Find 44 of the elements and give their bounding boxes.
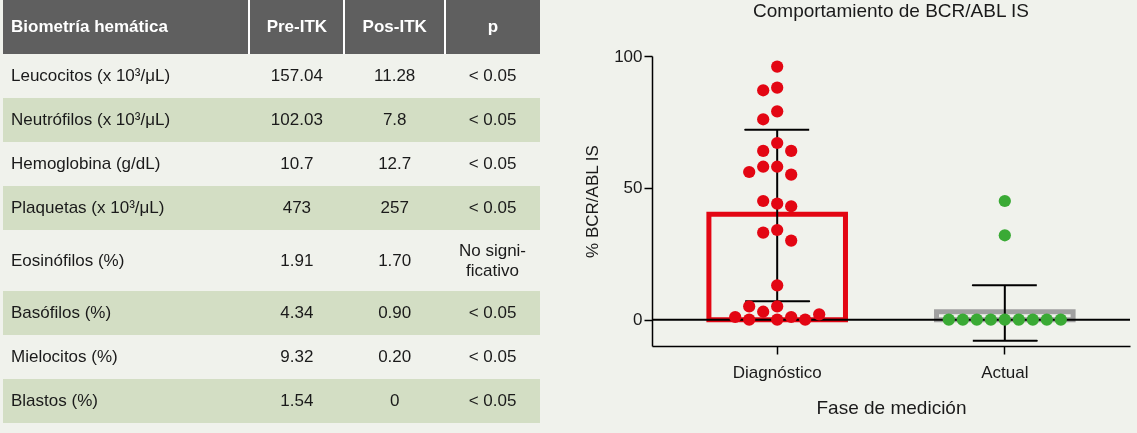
text: 9.32 <box>280 347 314 367</box>
chart-title: Comportamiento de BCR/ABL IS <box>753 0 1029 21</box>
category-label: Plaquetas (x 10³/μL) <box>11 198 165 218</box>
text: 0 <box>389 391 400 411</box>
category-label: Biometría hemática <box>3 0 250 54</box>
text: 1.54 <box>280 391 314 411</box>
text: 0.20 <box>378 347 412 367</box>
category-label: p <box>445 0 540 54</box>
y-tick-label: 0 <box>633 310 643 330</box>
text: 1.91 <box>280 250 314 270</box>
category-label: Neutrófilos (x 10³/μL) <box>11 110 171 130</box>
text: < 0.05 <box>468 66 517 86</box>
category-label: Pre-ITK <box>249 0 345 54</box>
x-tick-label: Actual <box>981 362 1029 382</box>
x-tick-label: Diagnóstico <box>732 362 822 382</box>
y-tick-label: 50 <box>623 178 643 198</box>
text: 4.34 <box>280 303 314 323</box>
text: 12.7 <box>378 154 412 174</box>
text: < 0.05 <box>468 198 517 218</box>
y-axis-title: % BCR/ABL IS <box>583 145 603 258</box>
text: < 0.05 <box>468 391 517 411</box>
text: < 0.05 <box>468 154 517 174</box>
category-label: Pos-ITK <box>344 0 445 54</box>
text: < 0.05 <box>468 347 517 367</box>
text: 10.7 <box>280 154 314 174</box>
text: 11.28 <box>374 66 416 86</box>
text: 257 <box>380 198 409 218</box>
text: 0.90 <box>378 303 412 323</box>
text: 157.04 <box>270 66 323 86</box>
x-axis-title: Fase de medición <box>816 396 967 418</box>
text: No signi-ficativo <box>458 240 527 280</box>
category-label: Hemoglobina (g/dL) <box>11 154 161 174</box>
category-label: Basófilos (%) <box>11 303 112 323</box>
text: < 0.05 <box>468 110 517 130</box>
category-label: Eosinófilos (%) <box>11 250 125 270</box>
text: < 0.05 <box>468 303 517 323</box>
text: 7.8 <box>382 110 407 130</box>
text: 102.03 <box>270 110 323 130</box>
category-label: Mielocitos (%) <box>11 347 118 367</box>
text: 473 <box>282 198 312 218</box>
text: 1.70 <box>378 250 412 270</box>
category-label: Blastos (%) <box>11 391 98 411</box>
y-tick-label: 100 <box>614 46 643 66</box>
category-label: Leucocitos (x 10³/μL) <box>11 66 171 86</box>
